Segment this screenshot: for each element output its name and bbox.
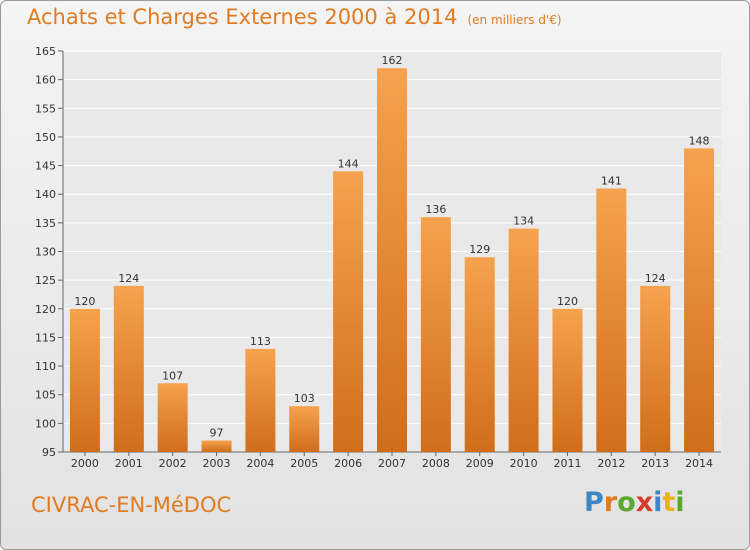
- x-tick-label: 2006: [334, 457, 362, 470]
- bar-2013: [640, 285, 671, 452]
- value-label: 107: [162, 369, 183, 382]
- value-label: 103: [294, 392, 315, 405]
- bar-2012: [596, 188, 627, 452]
- y-tick-label: 150: [35, 131, 56, 144]
- value-label: 144: [338, 157, 359, 170]
- bar-2009: [464, 257, 495, 452]
- bar-2007: [377, 68, 407, 452]
- value-label: 113: [250, 335, 271, 348]
- value-label: 136: [425, 203, 446, 216]
- value-label: 141: [601, 174, 622, 187]
- bar-2011: [552, 308, 583, 452]
- y-tick-label: 100: [35, 417, 56, 430]
- x-tick-label: 2003: [203, 457, 231, 470]
- value-label: 124: [118, 272, 139, 285]
- x-tick-label: 2007: [378, 457, 406, 470]
- y-tick-label: 160: [35, 74, 56, 87]
- y-tick-label: 110: [35, 360, 56, 373]
- brand-letter: i: [653, 487, 663, 518]
- x-tick-label: 2004: [246, 457, 274, 470]
- x-tick-label: 2014: [685, 457, 713, 470]
- brand-letter: r: [603, 487, 618, 518]
- value-label: 120: [557, 295, 578, 308]
- bar-2014: [684, 148, 715, 452]
- bar-chart: 95 100 105 110 115 120 125 130 135 140 145 150 155 16…: [35, 45, 721, 470]
- x-tick-label: 2001: [115, 457, 143, 470]
- value-label: 124: [645, 272, 666, 285]
- y-tick-label: 135: [35, 217, 56, 230]
- brand-letter: i: [675, 487, 685, 518]
- value-label: 97: [210, 427, 224, 440]
- x-tick-label: 2009: [466, 457, 494, 470]
- bar-2001: [113, 285, 144, 452]
- brand-letter: P: [584, 487, 604, 518]
- y-tick-label: 105: [35, 389, 56, 402]
- value-label: 129: [469, 243, 490, 256]
- y-tick-label: 155: [35, 102, 56, 115]
- x-tick-label: 2002: [159, 457, 187, 470]
- y-tick-label: 120: [35, 303, 56, 316]
- y-tick-label: 95: [42, 446, 56, 459]
- value-label: 162: [382, 54, 403, 67]
- y-tick-label: 140: [35, 188, 56, 201]
- y-tick-label: 125: [35, 274, 56, 287]
- chart-title: Achats et Charges Externes 2000 à 2014: [27, 5, 458, 29]
- x-tick-label: 2010: [510, 457, 538, 470]
- y-tick-label: 145: [35, 160, 56, 173]
- bar-2004: [245, 348, 276, 452]
- y-tick-label: 165: [35, 45, 56, 58]
- x-tick-label: 2005: [290, 457, 318, 470]
- chart-subtitle: (en milliers d'€): [467, 13, 562, 27]
- y-tick-label: 130: [35, 246, 56, 259]
- place-name: CIVRAC-EN-MéDOC: [31, 493, 232, 517]
- title-row: Achats et Charges Externes 2000 à 2014 (e…: [27, 5, 562, 29]
- bar-2010: [508, 228, 539, 452]
- bar-2006: [333, 171, 364, 453]
- brand-letter: o: [617, 487, 636, 518]
- bar-2008: [420, 217, 451, 452]
- brand-letter: t: [662, 487, 676, 518]
- x-tick-label: 2013: [641, 457, 669, 470]
- bar-2005: [289, 406, 320, 452]
- value-label: 120: [74, 295, 95, 308]
- brand-logo: Proxiti: [584, 487, 685, 518]
- x-tick-label: 2000: [71, 457, 99, 470]
- bar-2000: [69, 308, 100, 452]
- value-label: 134: [513, 215, 534, 228]
- bar-2003: [201, 440, 232, 452]
- brand-letter: x: [635, 487, 654, 518]
- x-tick-label: 2012: [597, 457, 625, 470]
- x-tick-label: 2008: [422, 457, 450, 470]
- x-tick-label: 2011: [553, 457, 581, 470]
- bar-2002: [157, 383, 188, 452]
- y-tick-label: 115: [35, 331, 56, 344]
- value-label: 148: [689, 134, 710, 147]
